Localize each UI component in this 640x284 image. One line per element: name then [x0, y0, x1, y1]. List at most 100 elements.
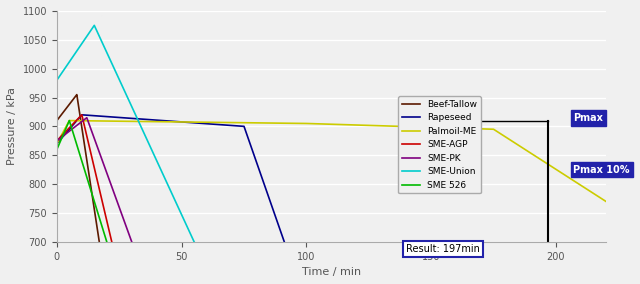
SME-PK: [106, 178, 113, 181]
SME-AGP: [91, 167, 99, 170]
SME-AGP: [105, 227, 113, 230]
SME 526: [93, 208, 100, 212]
SME 526: [97, 221, 105, 224]
SME-PK: [118, 214, 126, 218]
SME 526: [85, 183, 93, 186]
Palmoil-ME: [599, 198, 607, 201]
Line: Palmoil-ME: Palmoil-ME: [57, 121, 606, 201]
SME-PK: [128, 240, 136, 243]
SME 526: [65, 119, 73, 122]
SME 526: [81, 170, 89, 173]
SME-AGP: [60, 132, 67, 136]
SME 526: [77, 157, 85, 160]
SME-PK: [61, 133, 68, 136]
SME 526: [58, 137, 65, 141]
SME-PK: [126, 235, 134, 238]
SME-PK: [98, 157, 106, 161]
SME-Union: [53, 78, 61, 82]
SME-Union: [90, 24, 98, 27]
SME-PK: [80, 118, 88, 122]
SME 526: [56, 141, 63, 145]
Palmoil-ME: [56, 136, 64, 139]
SME 526: [60, 131, 68, 135]
Beef-Tallow: [60, 109, 68, 113]
Beef-Tallow: [77, 124, 85, 127]
Beef-Tallow: [94, 232, 102, 236]
Beef-Tallow: [73, 93, 81, 96]
SME-AGP: [97, 193, 104, 197]
SME-AGP: [72, 120, 79, 123]
Beef-Tallow: [53, 119, 61, 122]
SME-PK: [86, 126, 94, 130]
SME-AGP: [93, 180, 101, 183]
SME-PK: [88, 131, 96, 135]
Beef-Tallow: [83, 155, 90, 158]
Rapeseed: [53, 142, 61, 145]
Beef-Tallow: [55, 116, 63, 120]
SME-PK: [58, 135, 65, 139]
SME-PK: [113, 199, 120, 202]
Beef-Tallow: [88, 194, 96, 197]
SME 526: [65, 121, 72, 124]
Rapeseed: [246, 143, 254, 147]
SME-PK: [111, 194, 118, 197]
SME 526: [55, 144, 63, 147]
Rapeseed: [111, 116, 119, 119]
Beef-Tallow: [56, 115, 64, 118]
SME-AGP: [100, 207, 108, 210]
Beef-Tallow: [63, 105, 71, 108]
SME 526: [53, 148, 61, 151]
SME-AGP: [62, 130, 70, 133]
Beef-Tallow: [90, 201, 97, 205]
Beef-Tallow: [80, 139, 88, 143]
Beef-Tallow: [63, 106, 70, 110]
Beef-Tallow: [57, 113, 65, 117]
SME-PK: [122, 225, 130, 228]
SME-PK: [92, 142, 100, 145]
SME-Union: [141, 134, 149, 137]
Beef-Tallow: [84, 170, 92, 174]
SME-AGP: [77, 114, 84, 118]
SME-PK: [104, 173, 111, 176]
SME-PK: [83, 116, 91, 119]
SME-AGP: [89, 160, 97, 163]
SME-PK: [90, 137, 98, 140]
SME-AGP: [79, 120, 87, 123]
SME-PK: [63, 132, 70, 135]
SME 526: [54, 146, 61, 149]
Beef-Tallow: [74, 101, 82, 104]
SME 526: [74, 144, 81, 148]
SME 526: [95, 214, 102, 218]
SME-PK: [85, 121, 93, 125]
SME-AGP: [66, 126, 74, 129]
SME-PK: [124, 230, 132, 233]
Beef-Tallow: [68, 98, 76, 102]
Beef-Tallow: [73, 93, 81, 96]
SME 526: [60, 133, 67, 137]
Beef-Tallow: [60, 111, 67, 114]
SME-PK: [77, 121, 84, 124]
Beef-Tallow: [70, 97, 77, 101]
Beef-Tallow: [67, 101, 74, 105]
SME-PK: [72, 124, 79, 128]
Beef-Tallow: [77, 116, 84, 120]
SME-Union: [102, 50, 110, 54]
SME 526: [58, 135, 66, 139]
SME-AGP: [67, 124, 75, 128]
SME-Union: [127, 103, 135, 106]
SME 526: [91, 202, 99, 205]
SME-AGP: [102, 213, 109, 217]
Palmoil-ME: [65, 119, 73, 122]
Line: Rapeseed: Rapeseed: [57, 115, 307, 284]
Rapeseed: [68, 124, 76, 127]
SME-AGP: [65, 127, 72, 130]
Beef-Tallow: [87, 186, 95, 189]
SME-PK: [54, 138, 62, 141]
Beef-Tallow: [76, 108, 83, 112]
Beef-Tallow: [84, 163, 92, 166]
SME-PK: [56, 137, 64, 140]
Beef-Tallow: [95, 240, 103, 243]
Beef-Tallow: [72, 94, 79, 98]
SME-AGP: [54, 138, 62, 141]
SME-AGP: [83, 133, 90, 137]
